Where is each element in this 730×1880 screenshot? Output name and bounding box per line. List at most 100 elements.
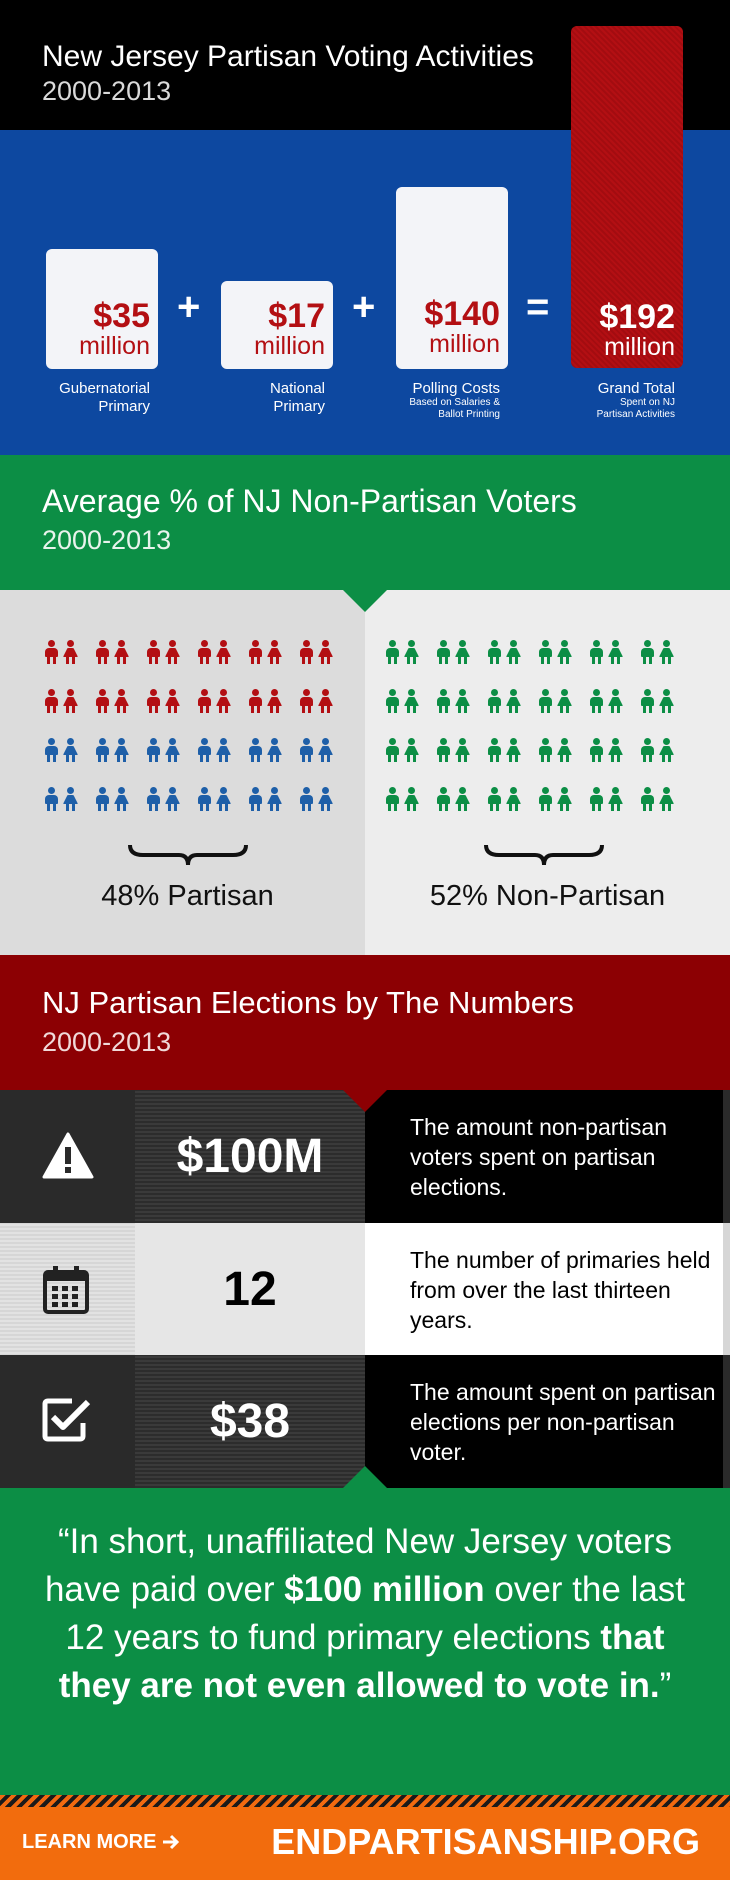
quote-emphasis: that they are not even allowed to vote i… [58, 1618, 665, 1705]
quote-notch [343, 1466, 387, 1488]
male-person-icon [589, 787, 603, 811]
female-person-icon [267, 787, 282, 811]
quote-part: over the last 12 years to fund primary e… [65, 1570, 686, 1657]
female-person-icon [216, 640, 231, 664]
site-url-link[interactable]: ENDPARTISANSHIP.ORG [271, 1821, 700, 1862]
female-person-icon [659, 689, 674, 713]
row-edge [723, 1223, 730, 1356]
numbers-years: 2000-2013 [42, 1027, 172, 1057]
female-person-icon [455, 689, 470, 713]
stat-icon-cell [0, 1223, 135, 1356]
polling-note: Based on Salaries & Ballot Printing [409, 397, 500, 420]
female-person-icon [267, 738, 282, 762]
female-person-icon [318, 738, 333, 762]
partisan-label: 48% Partisan [101, 880, 274, 912]
female-person-icon [114, 787, 129, 811]
female-person-icon [114, 689, 129, 713]
male-person-icon [44, 689, 58, 713]
male-person-icon [95, 787, 109, 811]
male-person-icon [487, 689, 501, 713]
learn-more-label: LEARN MORE [22, 1831, 157, 1853]
male-person-icon [538, 689, 552, 713]
male-person-icon [95, 738, 109, 762]
male-person-icon [95, 689, 109, 713]
national-amount: $17 [268, 297, 325, 335]
male-person-icon [197, 787, 211, 811]
female-person-icon [557, 738, 572, 762]
male-person-icon [640, 640, 654, 664]
male-person-icon [95, 640, 109, 664]
polling-amount: $140 [424, 295, 500, 333]
female-person-icon [114, 640, 129, 664]
row-edge [723, 1355, 730, 1488]
female-person-icon [506, 787, 521, 811]
polling-caption: Polling Costs [412, 380, 500, 397]
female-person-icon [404, 640, 419, 664]
voters-header: Average % of NJ Non-Partisan Voters 2000… [0, 455, 730, 590]
male-person-icon [589, 640, 603, 664]
male-person-icon [299, 689, 313, 713]
male-person-icon [385, 738, 399, 762]
male-person-icon [44, 787, 58, 811]
female-person-icon [114, 738, 129, 762]
stat-description: The amount spent on partisan elections p… [365, 1355, 723, 1488]
female-person-icon [506, 640, 521, 664]
gubernatorial-caption: Gubernatorial Primary [59, 380, 150, 415]
footer-bar: LEARN MORE ENDPARTISANSHIP.ORG [0, 1807, 730, 1880]
voters-title: Average % of NJ Non-Partisan Voters [42, 483, 577, 519]
male-person-icon [385, 640, 399, 664]
female-person-icon [557, 689, 572, 713]
checkbox-icon [42, 1398, 91, 1442]
female-person-icon [63, 689, 78, 713]
female-person-icon [63, 787, 78, 811]
gubernatorial-amount: $35 [93, 297, 150, 335]
voters-header-notch [343, 590, 387, 612]
stat-icon-cell [0, 1090, 135, 1223]
male-person-icon [197, 689, 211, 713]
female-person-icon [404, 689, 419, 713]
male-person-icon [248, 640, 262, 664]
female-person-icon [557, 787, 572, 811]
female-person-icon [165, 689, 180, 713]
female-person-icon [404, 787, 419, 811]
female-person-icon [455, 738, 470, 762]
partisan-brace [128, 844, 248, 866]
male-person-icon [44, 738, 58, 762]
numbers-header-notch [343, 1090, 387, 1112]
row-edge [723, 1090, 730, 1223]
female-person-icon [63, 738, 78, 762]
female-person-icon [267, 689, 282, 713]
male-person-icon [197, 640, 211, 664]
female-person-icon [165, 640, 180, 664]
female-person-icon [659, 640, 674, 664]
footer-stripe [0, 1795, 730, 1807]
female-person-icon [318, 787, 333, 811]
female-person-icon [63, 640, 78, 664]
learn-more-link[interactable]: LEARN MORE [22, 1831, 180, 1854]
male-person-icon [44, 640, 58, 664]
male-person-icon [299, 787, 313, 811]
numbers-header: NJ Partisan Elections by The Numbers 200… [0, 955, 730, 1090]
male-person-icon [538, 787, 552, 811]
male-person-icon [248, 738, 262, 762]
male-person-icon [589, 738, 603, 762]
male-person-icon [146, 787, 160, 811]
stat-row: $38 The amount spent on partisan electio… [0, 1355, 730, 1488]
polling-unit: million [429, 330, 500, 358]
male-person-icon [248, 787, 262, 811]
gubernatorial-cost-card: $35 million [46, 249, 158, 369]
stat-description: The number of primaries held from over t… [365, 1223, 723, 1356]
national-caption: National Primary [269, 380, 325, 415]
non-partisan-label: 52% Non-Partisan [429, 880, 666, 912]
male-person-icon [385, 689, 399, 713]
stat-value: 12 [135, 1223, 365, 1356]
male-person-icon [538, 640, 552, 664]
male-person-icon [299, 640, 313, 664]
female-person-icon [506, 689, 521, 713]
non-partisan-brace [484, 844, 604, 866]
stat-icon-cell [0, 1355, 135, 1488]
male-person-icon [640, 689, 654, 713]
grand-total-card: $192 million [571, 26, 683, 368]
female-person-icon [216, 738, 231, 762]
male-person-icon [299, 738, 313, 762]
